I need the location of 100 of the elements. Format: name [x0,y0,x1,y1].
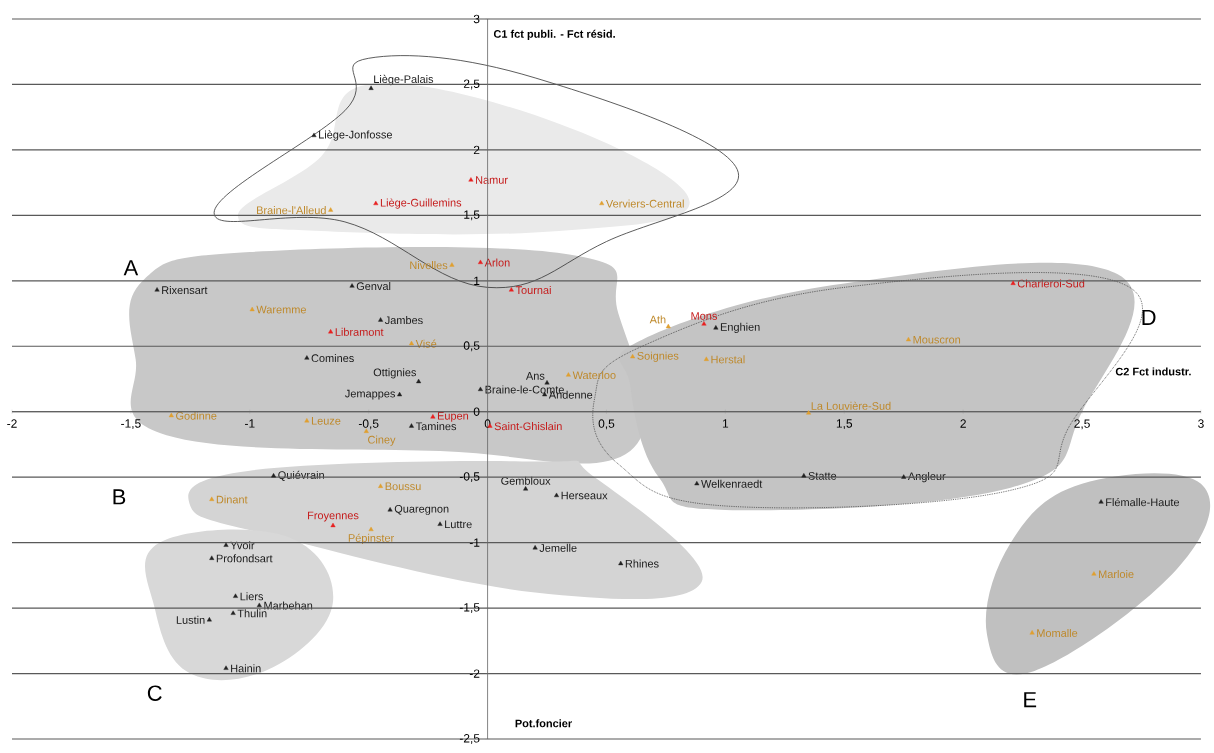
y-tick-label: 1 [474,276,480,285]
point [713,325,719,330]
point [223,542,229,547]
point [154,287,160,292]
data-label: Profondsart [216,554,273,563]
point [373,200,379,206]
point [304,418,310,423]
point [544,380,550,385]
point [416,378,422,384]
data-label: Liège-Guillemins [380,198,462,209]
data-label: Ath [649,315,666,324]
point [437,521,443,526]
data-label: Waterloo [572,371,616,380]
point [209,496,215,501]
annotation: A [123,260,139,276]
annotation: D [1142,309,1156,326]
data-label: Flémalle-Haute [1106,497,1180,507]
point [233,593,238,598]
point [378,483,384,488]
point [468,177,474,182]
point [409,423,414,428]
data-label: Namur [476,176,508,184]
data-label: Godinne [176,411,217,420]
point [1010,280,1016,285]
point [449,262,455,267]
point [599,200,605,206]
data-label: Verviers-Central [605,199,684,208]
data-label: Ciney [368,435,396,446]
data-label: Momalle [1037,628,1078,637]
data-label: Thulin [237,609,267,618]
point [328,207,334,212]
data-label: Lustin [176,615,205,624]
point [387,507,393,512]
point [209,555,215,560]
point [304,355,310,360]
point [565,372,571,377]
data-label: Hainin [231,664,261,673]
point [801,473,807,478]
point [694,480,700,486]
point [806,410,812,415]
data-label: Marbehan [264,601,313,610]
x-tick-label: -0,5 [358,419,379,430]
x-tick-label: -1 [245,419,255,428]
data-label: Saint-Ghislain [494,422,562,431]
x-tick-label: 1 [722,419,729,428]
point [409,340,414,346]
point [330,522,336,528]
point [508,287,514,292]
point [311,132,317,137]
data-label: Yvoir [230,541,255,550]
data-label: Tournai [515,285,551,294]
data-label: Charleroi-Sud [1017,279,1085,288]
data-label: Herstal [711,355,745,364]
data-label: Ans [525,372,545,380]
point [223,665,229,670]
data-label: Ottignies [373,368,417,379]
point [368,85,374,90]
data-label: Herseaux [561,491,608,500]
data-label: Comines [311,354,354,363]
data-label: Liège-Palais [374,74,434,86]
data-label: Libramont [335,327,384,336]
data-label: Statte [808,472,837,480]
x-tick-label: 0,5 [598,419,615,430]
point [1091,571,1097,576]
y-axis-title: C1 fct publi. - Fct résid. [493,29,615,41]
data-label: Leuze [311,417,341,425]
data-label: Nivelles [410,261,448,270]
x-tick-label: 2,5 [1074,419,1090,430]
data-label: Mouscron [913,335,961,344]
y-tick-label: -1,5 [459,603,480,613]
point [630,353,636,359]
data-label: Jambes [384,316,423,325]
data-label: Jemappes [345,389,395,400]
y-tick-label: 2 [473,145,480,155]
data-label: Liers [240,592,264,601]
x-tick-label: -2 [7,419,17,428]
point [1029,630,1035,635]
data-label: Soignies [637,351,679,362]
data-label: Pépinster [348,533,395,545]
data-label: Gembloux [501,476,551,485]
point [478,259,483,264]
point [701,321,707,326]
y-tick-label: 3 [473,14,480,24]
data-label: La Louvière-Sud [811,401,891,410]
annotation: E [1024,692,1037,708]
point [901,474,907,479]
x-tick-label: 2 [960,419,966,428]
annotation: C [147,685,162,701]
data-label: Visé [415,339,437,348]
data-label: Froyennes [308,511,359,522]
y-tick-label: -0,5 [459,472,480,483]
point [1098,499,1104,504]
point [478,386,483,391]
data-label: Genval [356,282,391,291]
y-tick-label: 0,5 [463,341,480,352]
point [378,317,384,322]
point [532,545,538,550]
point [397,391,403,397]
data-label: Quaregnon [394,504,449,515]
data-label: Dinant [216,495,248,504]
